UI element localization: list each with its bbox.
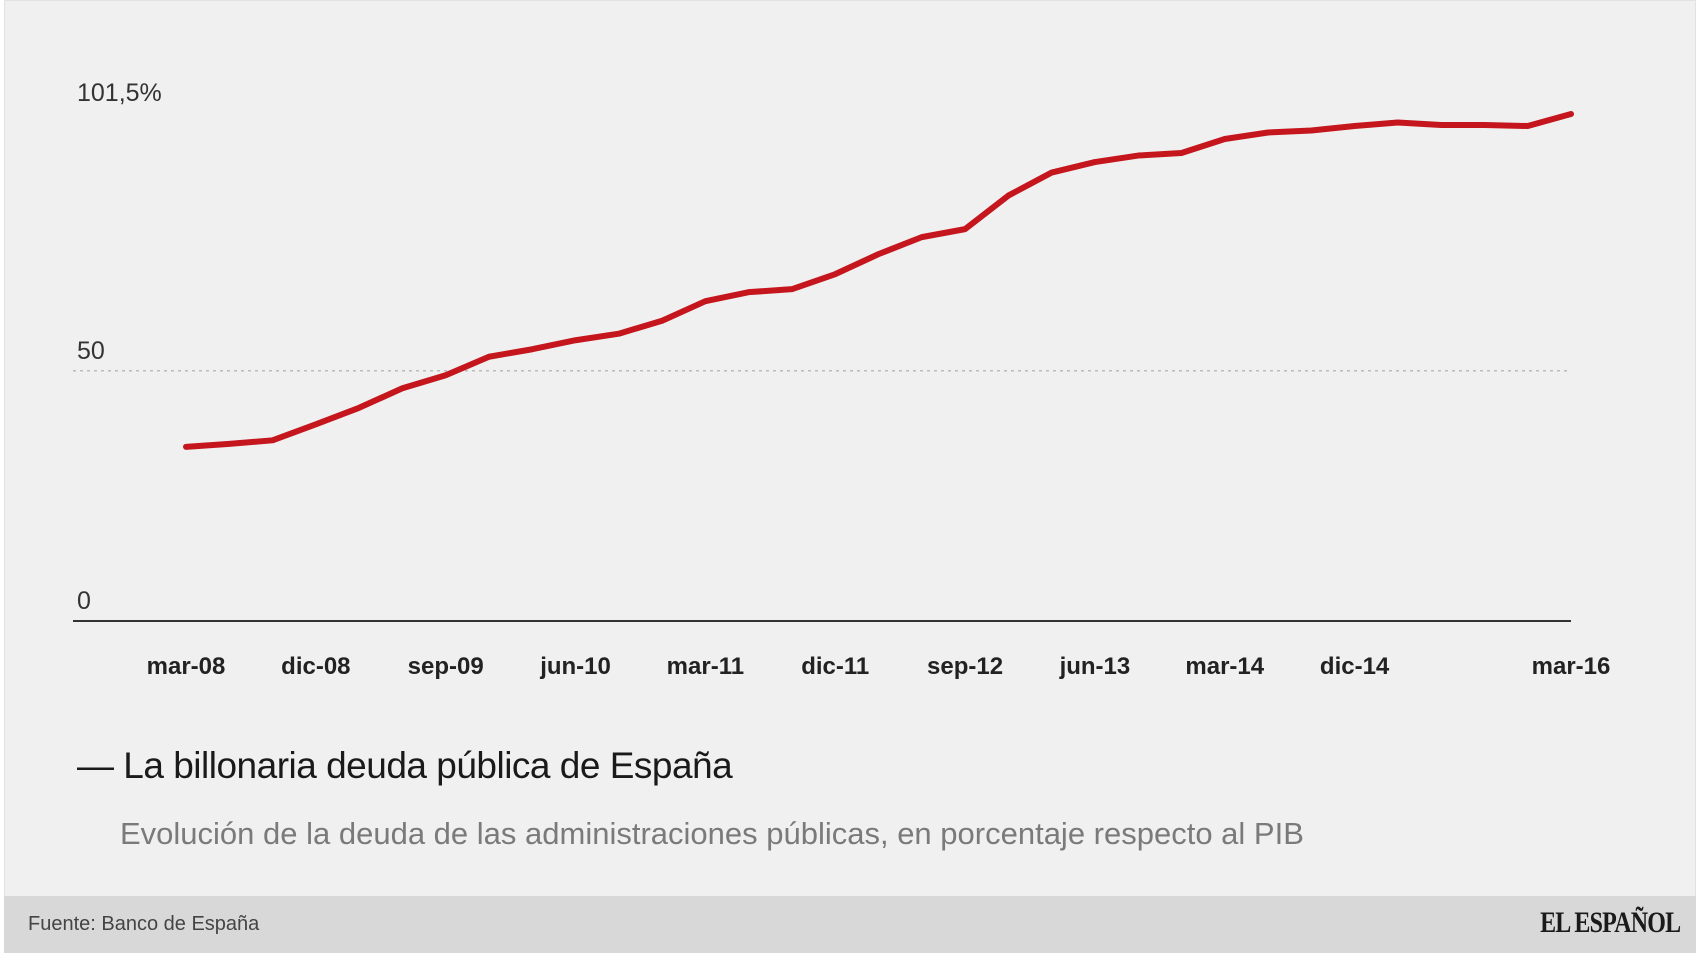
series-line (183, 111, 1574, 450)
x-tick-label: dic-11 (801, 653, 869, 680)
x-tick-label: dic-14 (1320, 653, 1390, 680)
chart-subtitle: Evolución de la deuda de las administrac… (120, 816, 1304, 851)
x-tick-label: jun-10 (539, 653, 611, 680)
x-tick-label: mar-11 (667, 653, 744, 680)
source-note: Fuente: Banco de España (28, 913, 260, 935)
y-tick-label: 50 (77, 337, 105, 365)
y-tick-label: 101,5% (77, 79, 162, 107)
x-tick-label: sep-09 (408, 653, 484, 680)
x-tick-label: dic-08 (281, 653, 350, 680)
x-tick-label: sep-12 (927, 653, 1003, 680)
x-tick-label: mar-16 (1532, 653, 1611, 680)
line-chart: 0 50 101,5% mar-08 dic-08 sep-09 jun-10 mar-11 d… (73, 79, 1611, 680)
x-tick-label: mar-14 (1185, 653, 1264, 680)
brand-logo: EL ESPAÑOL (1539, 906, 1681, 939)
chart-title: — La billonaria deuda pública de España (77, 745, 733, 786)
x-tick-label: jun-13 (1059, 653, 1131, 680)
chart-title-text: La billonaria deuda pública de España (123, 745, 733, 786)
footer: Fuente: Banco de España EL ESPAÑOL (4, 896, 1696, 953)
chart-card: 0 50 101,5% mar-08 dic-08 sep-09 jun-10 mar-11 d… (4, 0, 1696, 953)
y-tick-label: 0 (77, 587, 91, 615)
x-tick-label: mar-08 (147, 653, 226, 680)
